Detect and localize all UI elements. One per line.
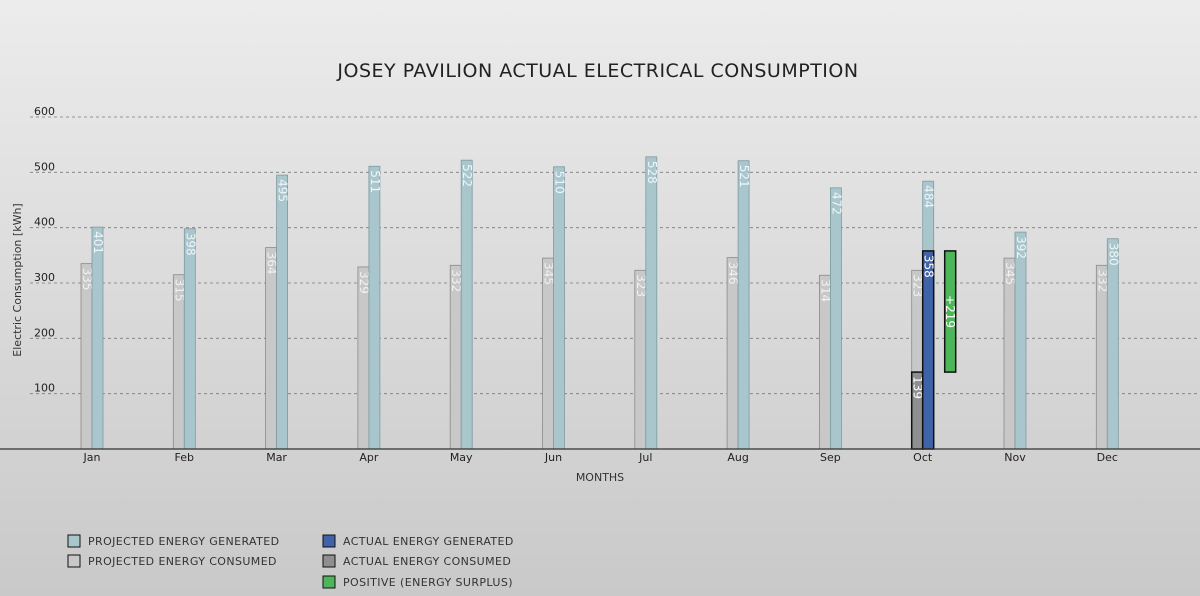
y-tick-label: 200 bbox=[34, 326, 55, 339]
label-actual-consumed: 139 bbox=[911, 376, 925, 399]
x-tick-label: Jul bbox=[638, 451, 652, 464]
y-tick-label: 100 bbox=[34, 382, 55, 395]
bar-projected-generated-mar bbox=[276, 174, 289, 450]
label-projected-consumed: 345 bbox=[542, 262, 556, 285]
label-projected-generated: 392 bbox=[1014, 236, 1028, 259]
bar-actual-generated-oct bbox=[921, 250, 935, 450]
legend-item-label: PROJECTED ENERGY GENERATED bbox=[88, 535, 279, 548]
x-tick-label: Apr bbox=[359, 451, 379, 464]
bar-projected-generated-jul bbox=[645, 156, 658, 450]
y-axis: 100 200 300 400 500 600 bbox=[34, 105, 55, 395]
x-tick-label: Nov bbox=[1004, 451, 1026, 464]
bar-projected-generated-sep bbox=[830, 187, 842, 450]
label-projected-generated: 521 bbox=[737, 165, 751, 188]
x-tick-label: Mar bbox=[266, 451, 287, 464]
label-projected-generated: 511 bbox=[368, 170, 382, 193]
x-tick-label: Jun bbox=[544, 451, 562, 464]
label-projected-generated: 522 bbox=[460, 164, 474, 187]
label-projected-consumed: 315 bbox=[172, 279, 186, 302]
legend: PROJECTED ENERGY GENERATED PROJECTED ENER… bbox=[67, 534, 514, 589]
x-axis: Jan Feb Mar Apr May Jun Jul Aug Sep Oct Nov Dec bbox=[83, 451, 1118, 464]
x-tick-label: Oct bbox=[913, 451, 933, 464]
x-tick-label: Sep bbox=[820, 451, 841, 464]
legend-item-label: POSITIVE (ENERGY SURPLUS) bbox=[343, 576, 513, 589]
x-axis-label: MONTHS bbox=[576, 471, 624, 484]
bar-projected-consumed-nov bbox=[1003, 257, 1016, 450]
label-projected-consumed: 345 bbox=[1003, 262, 1017, 285]
bar-projected-generated-aug bbox=[737, 160, 750, 450]
legend-swatch bbox=[67, 534, 81, 548]
legend-item-label: ACTUAL ENERGY CONSUMED bbox=[343, 555, 511, 568]
bar-projected-generated-jun bbox=[553, 166, 565, 450]
label-projected-consumed: 332 bbox=[449, 269, 463, 292]
bar-projected-consumed-aug bbox=[726, 257, 739, 450]
bar-projected-consumed-jun bbox=[542, 257, 554, 450]
x-tick-label: May bbox=[450, 451, 473, 464]
legend-swatch bbox=[67, 554, 81, 568]
label-projected-consumed: 346 bbox=[726, 262, 740, 285]
y-tick-label: 600 bbox=[34, 105, 55, 118]
legend-item-label: PROJECTED ENERGY CONSUMED bbox=[88, 555, 277, 568]
label-projected-consumed: 329 bbox=[357, 271, 371, 294]
bar-projected-consumed-mar bbox=[265, 247, 278, 450]
y-axis-label: Electric Consumption [kWh] bbox=[11, 203, 24, 356]
label-energy-surplus: +219 bbox=[943, 295, 957, 328]
x-tick-label: Feb bbox=[175, 451, 194, 464]
bar-projected-consumed-apr bbox=[357, 266, 370, 450]
label-projected-generated: 472 bbox=[829, 192, 843, 215]
label-projected-consumed: 364 bbox=[265, 252, 279, 275]
bar-projected-generated-apr bbox=[368, 165, 381, 450]
bars: 335 401 315 398 364 495 329 511 332 522 345 510 323 5… bbox=[80, 156, 1120, 450]
label-projected-consumed: 332 bbox=[1095, 269, 1109, 292]
bar-projected-generated-feb bbox=[183, 228, 196, 450]
label-projected-generated: 380 bbox=[1106, 243, 1120, 266]
label-projected-consumed: 314 bbox=[818, 279, 832, 302]
legend-swatch bbox=[322, 575, 336, 589]
chart-title: JOSEY PAVILION ACTUAL ELECTRICAL CONSUMP… bbox=[336, 60, 858, 82]
legend-swatch bbox=[322, 554, 336, 568]
legend-swatch bbox=[322, 534, 336, 548]
y-tick-label: 400 bbox=[34, 216, 55, 229]
label-actual-generated: 358 bbox=[922, 255, 936, 278]
bar-projected-generated-may bbox=[460, 159, 473, 450]
bar-projected-generated-dec bbox=[1106, 238, 1119, 450]
label-projected-consumed: 335 bbox=[80, 268, 94, 291]
label-projected-generated: 495 bbox=[276, 179, 290, 202]
bar-projected-consumed-jan bbox=[80, 263, 93, 450]
bar-projected-consumed-may bbox=[449, 264, 462, 450]
y-tick-label: 500 bbox=[34, 160, 55, 173]
x-tick-label: Jan bbox=[83, 451, 101, 464]
label-projected-generated: 484 bbox=[922, 185, 936, 208]
label-projected-consumed: 323 bbox=[911, 274, 925, 297]
label-projected-generated: 528 bbox=[645, 161, 659, 184]
label-projected-generated: 510 bbox=[553, 171, 567, 194]
bar-projected-generated-jan bbox=[91, 226, 104, 450]
label-projected-generated: 398 bbox=[183, 233, 197, 256]
x-tick-label: Dec bbox=[1097, 451, 1118, 464]
x-tick-label: Aug bbox=[727, 451, 748, 464]
label-projected-generated: 401 bbox=[91, 231, 105, 254]
bar-projected-generated-nov bbox=[1014, 231, 1027, 450]
label-projected-consumed: 323 bbox=[634, 274, 648, 297]
bar-projected-consumed-dec bbox=[1095, 264, 1108, 450]
bar-energy-surplus bbox=[943, 250, 957, 373]
legend-item-label: ACTUAL ENERGY GENERATED bbox=[343, 535, 514, 548]
y-tick-label: 300 bbox=[34, 271, 55, 284]
